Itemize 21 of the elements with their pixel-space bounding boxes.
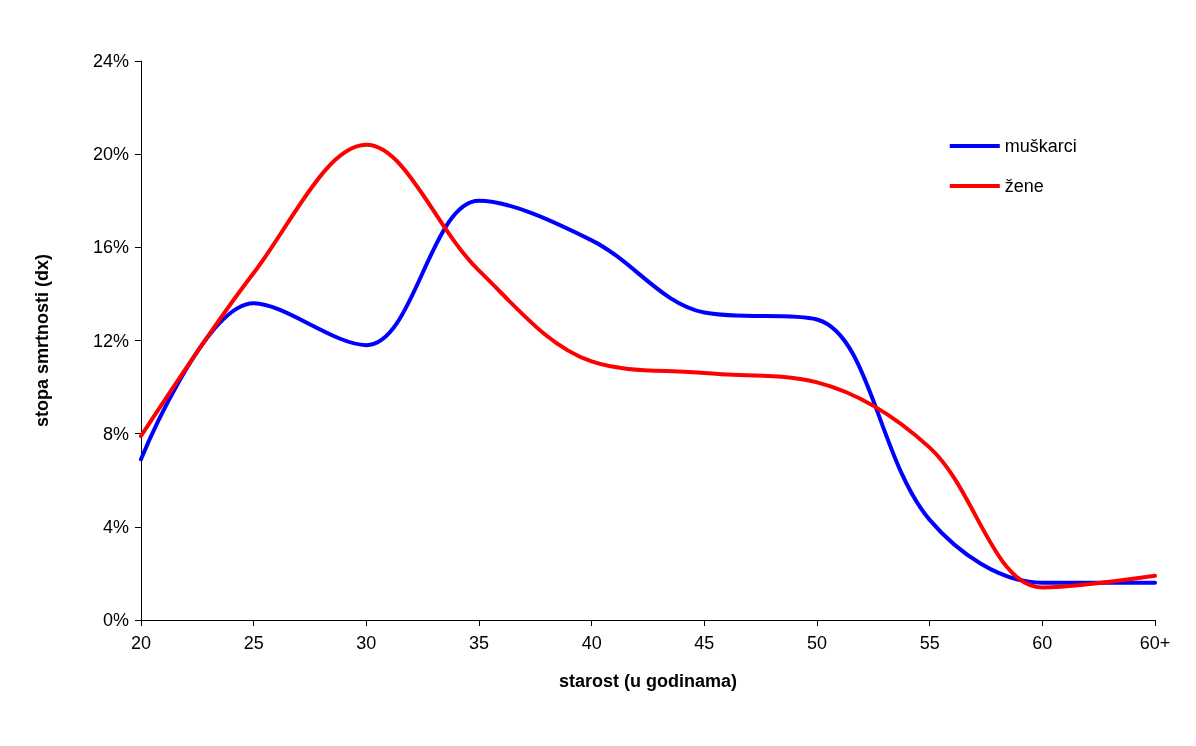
y-tick-label: 24%	[92, 51, 129, 71]
y-tick-label: 16%	[92, 237, 129, 258]
x-tick-label: 30	[356, 633, 377, 653]
y-tick-label: 8%	[102, 423, 129, 444]
legend-label: žene	[1004, 176, 1044, 197]
y-tick-label: 4%	[102, 516, 129, 537]
y-axis-title: stopa smrtnosti (dx)	[32, 253, 52, 428]
x-tick-label: 50	[806, 633, 828, 653]
y-tick-label: 12%	[92, 330, 129, 351]
x-tick-label: 45	[694, 633, 715, 653]
y-tick-label: 0%	[102, 610, 129, 630]
x-tick-label: 40	[581, 633, 602, 653]
x-tick-label: 35	[468, 633, 490, 653]
x-axis-title: starost (u godinama)	[558, 671, 738, 691]
x-tick-label: 60	[1032, 633, 1053, 653]
x-tick-label: 25	[243, 633, 264, 653]
y-tick-label: 20%	[92, 144, 129, 165]
x-tick-label: 20	[130, 633, 152, 653]
legend-label: muškarci	[1004, 136, 1077, 157]
x-tick-label: 60+	[1139, 633, 1171, 653]
x-tick-label: 55	[919, 633, 940, 653]
